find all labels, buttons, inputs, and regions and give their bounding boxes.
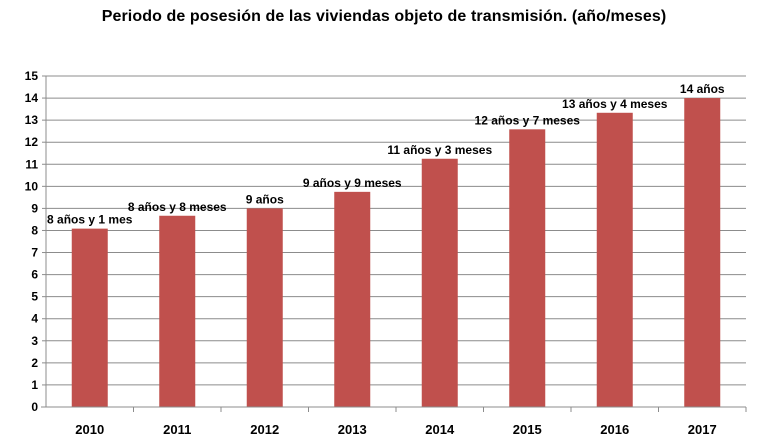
bar-2013	[334, 191, 371, 407]
data-label: 9 años	[246, 192, 284, 206]
y-tick-label: 4	[31, 312, 38, 326]
x-tick-label: 2016	[600, 422, 629, 437]
x-tick-label: 2012	[250, 422, 279, 437]
bar-2011	[159, 215, 196, 407]
x-tick-label: 2017	[688, 422, 717, 437]
y-tick-label: 7	[31, 246, 38, 260]
y-tick-label: 5	[31, 290, 38, 304]
y-tick-label: 3	[31, 334, 38, 348]
bar-2017	[684, 98, 721, 408]
y-tick-label: 13	[25, 113, 39, 127]
x-tick-label: 2011	[163, 422, 191, 437]
y-tick-label: 2	[31, 356, 38, 370]
x-tick-label: 2013	[338, 422, 367, 437]
chart-title: Periodo de posesión de las viviendas obj…	[101, 8, 667, 25]
bar-2014	[421, 158, 458, 407]
y-tick-label: 12	[25, 135, 39, 149]
data-label: 12 años y 7 meses	[475, 113, 581, 127]
data-label: 11 años y 3 meses	[387, 143, 492, 157]
bar-2016	[596, 112, 633, 408]
bar-2010	[71, 228, 108, 407]
bar-2015	[509, 129, 546, 408]
y-tick-label: 15	[25, 69, 39, 83]
y-tick-label: 10	[25, 179, 39, 193]
data-label: 8 años y 1 mes	[47, 213, 133, 227]
y-tick-label: 9	[31, 201, 38, 215]
data-label: 8 años y 8 meses	[128, 200, 227, 214]
data-label: 9 años y 9 meses	[303, 176, 402, 190]
y-tick-label: 6	[31, 268, 38, 282]
y-tick-label: 11	[25, 157, 38, 171]
x-tick-label: 2014	[425, 422, 455, 437]
y-tick-label: 0	[31, 400, 38, 414]
x-tick-label: 2015	[513, 422, 542, 437]
y-tick-label: 1	[31, 378, 38, 392]
x-tick-label: 2010	[75, 422, 104, 437]
y-tick-label: 14	[25, 91, 39, 105]
bar-2012	[246, 208, 283, 407]
y-tick-label: 8	[31, 223, 38, 237]
data-label: 14 años	[680, 82, 725, 96]
data-label: 13 años y 4 meses	[562, 97, 668, 111]
